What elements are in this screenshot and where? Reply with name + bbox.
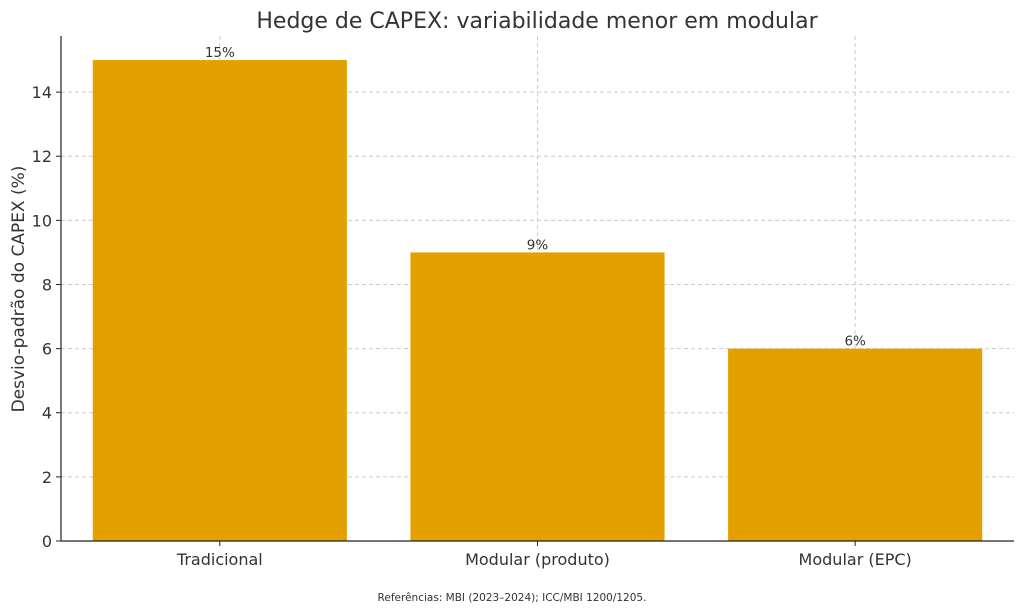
y-tick-label: 14 [32, 83, 52, 102]
footnote: Referências: MBI (2023–2024); ICC/MBI 12… [378, 592, 647, 604]
bar-1 [92, 60, 347, 542]
data-labels: 15% 9% 6% [205, 45, 866, 350]
bars [92, 60, 983, 542]
y-tick-label: 10 [32, 211, 52, 230]
y-tick-label: 4 [42, 404, 52, 423]
bar-value-label: 9% [527, 237, 549, 253]
y-tick-label: 8 [42, 275, 52, 294]
bar-value-label: 6% [844, 334, 866, 350]
y-tick-label: 6 [42, 340, 52, 359]
chart-title: Hedge de CAPEX: variabilidade menor em m… [256, 9, 818, 34]
x-axis-ticks: Tradicional Modular (produto) Modular (EPC… [176, 541, 912, 569]
bar-value-label: 15% [205, 45, 235, 61]
y-tick-label: 0 [42, 532, 52, 551]
y-axis-label: Desvio-padrão do CAPEX (%) [9, 166, 29, 413]
x-tick-label: Modular (EPC) [799, 550, 912, 569]
bar-2 [410, 252, 665, 541]
x-tick-label: Tradicional [176, 550, 263, 569]
bar-3 [728, 348, 983, 541]
y-tick-label: 12 [32, 147, 52, 166]
y-axis-ticks: 0 2 4 6 8 10 12 14 [32, 83, 61, 551]
y-tick-label: 2 [42, 468, 52, 487]
x-tick-label: Modular (produto) [465, 550, 610, 569]
